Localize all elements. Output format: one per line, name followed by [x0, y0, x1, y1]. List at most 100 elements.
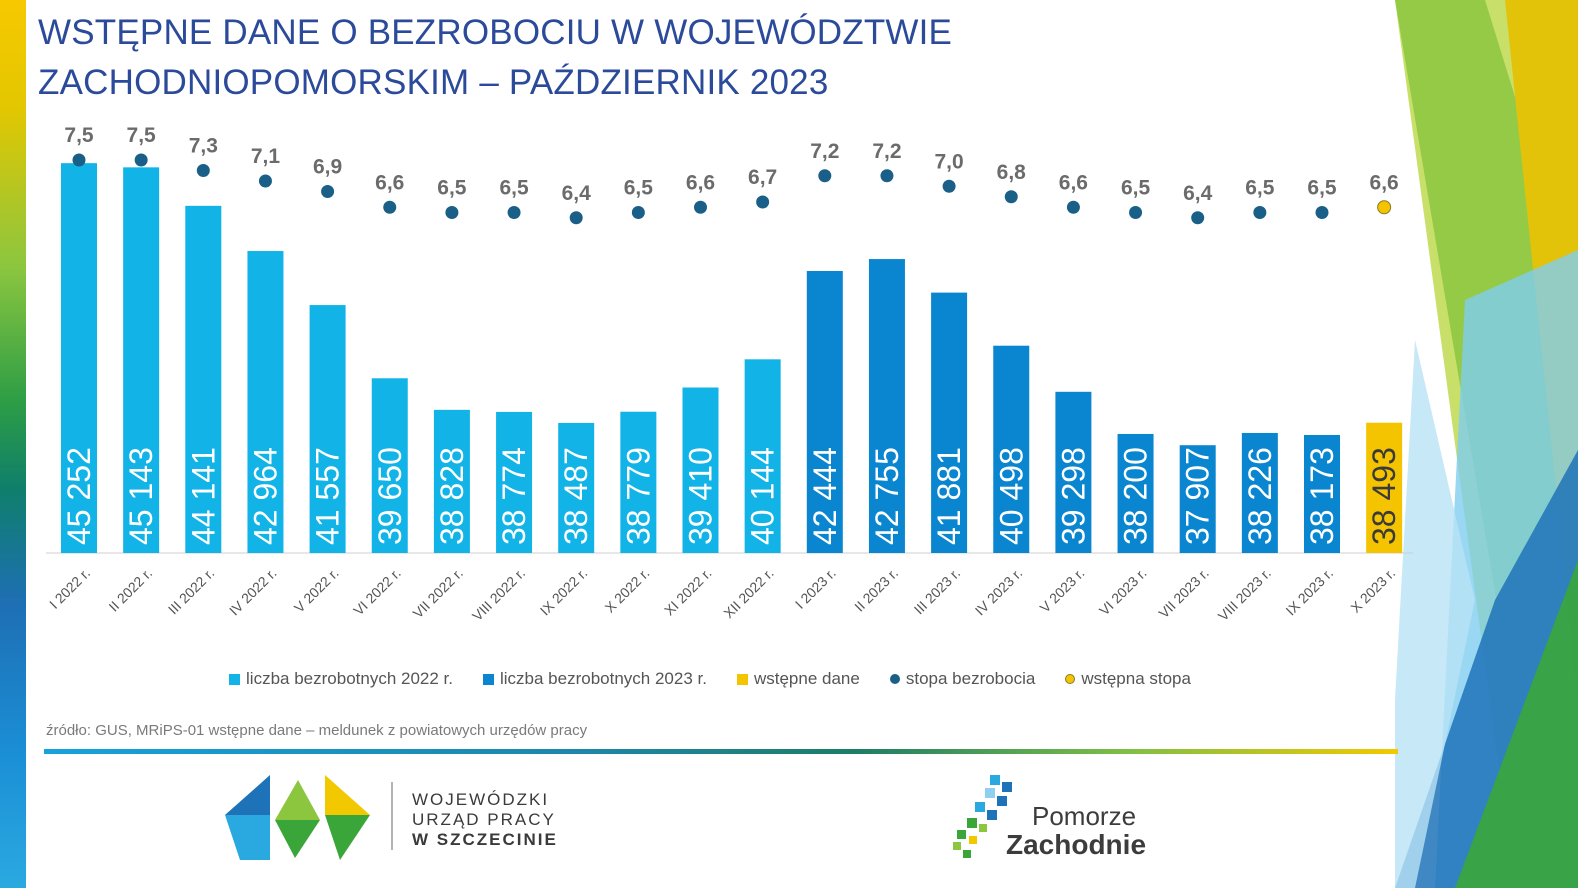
legend-item-preliminary: wstępne dane — [736, 666, 860, 692]
wup-logo-line1: WOJEWÓDZKI — [412, 790, 550, 809]
left-decor-stripe — [0, 0, 26, 888]
bar-value-label: 38 774 — [496, 447, 532, 545]
bar-2023-17 — [1055, 391, 1092, 553]
rate-value-label: 7,5 — [64, 124, 94, 147]
bar-value-label: 41 881 — [931, 447, 967, 545]
bar-value-label: 45 252 — [61, 447, 97, 545]
wup-logo-line2: URZĄD PRACY — [412, 810, 556, 829]
chart-legend: liczba bezrobotnych 2022 r. liczba bezro… — [0, 666, 1420, 692]
bar-2022-3 — [185, 205, 222, 553]
rate-point — [383, 200, 397, 214]
preliminary-rate-point — [1377, 200, 1392, 215]
rate-value-label: 6,4 — [1183, 182, 1213, 205]
bar-2022-8 — [496, 411, 533, 553]
bar-value-label: 40 498 — [993, 447, 1029, 545]
rate-value-label: 6,6 — [375, 171, 404, 194]
x-tick-label: X 2023 r. — [1347, 565, 1398, 616]
rate-value-label: 6,7 — [748, 166, 777, 189]
bar-value-label: 39 298 — [1055, 447, 1091, 545]
rate-point — [631, 206, 645, 219]
x-tick-label: II 2023 r. — [851, 565, 901, 615]
source-note: źródło: GUS, MRiPS-01 wstępne dane – mel… — [46, 722, 588, 739]
bar-2023-13 — [806, 270, 843, 553]
bar-value-label: 38 779 — [620, 447, 656, 545]
legend-swatch-2022 — [229, 673, 241, 685]
rate-point — [134, 153, 148, 167]
bar-value-label: 45 143 — [123, 447, 159, 545]
rate-value-label: 6,6 — [686, 171, 715, 194]
bar-2022-9 — [558, 422, 595, 553]
rate-value-label: 6,9 — [313, 156, 342, 179]
legend-item-2023: liczba bezrobotnych 2023 r. — [483, 666, 707, 692]
rate-value-label: 6,5 — [499, 177, 529, 200]
bar-2022-1 — [61, 163, 97, 553]
bar-2022-7 — [433, 409, 470, 553]
rate-value-label: 6,6 — [1059, 171, 1088, 194]
x-tick-label: IV 2023 r. — [972, 565, 1026, 619]
rate-point — [1191, 211, 1205, 225]
x-tick-label: XI 2022 r. — [661, 565, 715, 619]
x-tick-label: IX 2023 r. — [1282, 565, 1336, 619]
bar-2023-18 — [1117, 433, 1154, 553]
bar-value-label: 42 444 — [807, 447, 843, 545]
bar-value-label: 38 200 — [1118, 447, 1154, 545]
bar-2022-11 — [682, 387, 719, 553]
rate-point — [569, 211, 583, 225]
bar-value-label: 44 141 — [185, 447, 221, 545]
right-decor-triangles — [1395, 0, 1578, 888]
rate-value-label: 7,2 — [810, 140, 839, 163]
bar-value-label: 37 907 — [1180, 447, 1216, 545]
x-tick-label: I 2022 r. — [46, 565, 93, 612]
unemployment-chart: 45 252 7,5 I 2022 r. 45 143 7,5 II 2022 r. 44 … — [46, 124, 1413, 624]
bar-preliminary-22 — [1366, 422, 1403, 553]
bar-2023-16 — [993, 345, 1030, 553]
rate-point — [321, 185, 335, 198]
x-tick-label: V 2023 r. — [1037, 565, 1088, 616]
rate-point — [880, 169, 894, 183]
rate-point — [942, 179, 956, 193]
bar-value-label: 42 755 — [869, 447, 905, 545]
rate-value-label: 6,5 — [437, 177, 467, 200]
bar-2023-19 — [1179, 445, 1216, 553]
bar-2023-15 — [931, 292, 968, 553]
x-tick-label: III 2023 r. — [911, 565, 964, 618]
legend-label-rate: stopa bezrobocia — [905, 669, 1036, 688]
x-tick-label: III 2022 r. — [165, 565, 218, 618]
rate-value-label: 6,6 — [1370, 171, 1399, 194]
x-tick-label: VI 2023 r. — [1096, 565, 1150, 619]
x-tick-label: X 2022 r. — [602, 565, 653, 616]
legend-dot-rate — [889, 674, 900, 684]
bar-value-label: 39 650 — [372, 447, 408, 545]
rate-point — [1004, 190, 1018, 204]
rate-point — [72, 153, 86, 167]
pomorze-zachodnie-logo-text: Pomorze Zachodnie — [1006, 802, 1146, 860]
bar-2023-21 — [1304, 434, 1340, 553]
bar-value-label: 39 410 — [683, 447, 719, 545]
rate-point — [196, 164, 210, 177]
x-tick-label: VI 2022 r. — [350, 565, 404, 619]
bar-value-label: 38 487 — [558, 447, 594, 545]
x-tick-label: IV 2022 r. — [226, 565, 280, 619]
rate-value-label: 6,5 — [1245, 177, 1275, 200]
legend-dot-preliminary-rate — [1065, 674, 1076, 684]
rate-value-label: 7,5 — [127, 124, 157, 147]
pz-logo-line1: Pomorze — [1032, 801, 1137, 831]
legend-item-2022: liczba bezrobotnych 2022 r. — [229, 666, 453, 692]
rate-value-label: 7,1 — [251, 145, 281, 168]
x-tick-label: XII 2022 r. — [720, 565, 776, 621]
x-tick-label: II 2022 r. — [105, 565, 155, 615]
wup-logo-text: WOJEWÓDZKI URZĄD PRACY W SZCZECINIE — [412, 790, 558, 850]
bar-2022-12 — [744, 359, 781, 553]
rate-point — [258, 174, 272, 188]
legend-label-preliminary: wstępne dane — [753, 669, 860, 688]
bar-value-label: 41 557 — [310, 447, 346, 545]
rate-value-label: 6,5 — [624, 177, 654, 200]
bar-2022-6 — [371, 378, 408, 553]
rate-point — [1315, 206, 1329, 219]
legend-label-2022: liczba bezrobotnych 2022 r. — [246, 669, 453, 688]
rate-value-label: 6,8 — [997, 161, 1027, 184]
page-title: WSTĘPNE DANE O BEZROBOCIU W WOJEWÓDZTWIE… — [38, 13, 953, 102]
bar-value-label: 38 226 — [1242, 447, 1278, 545]
bar-2022-2 — [123, 167, 160, 553]
rate-point — [694, 200, 707, 214]
